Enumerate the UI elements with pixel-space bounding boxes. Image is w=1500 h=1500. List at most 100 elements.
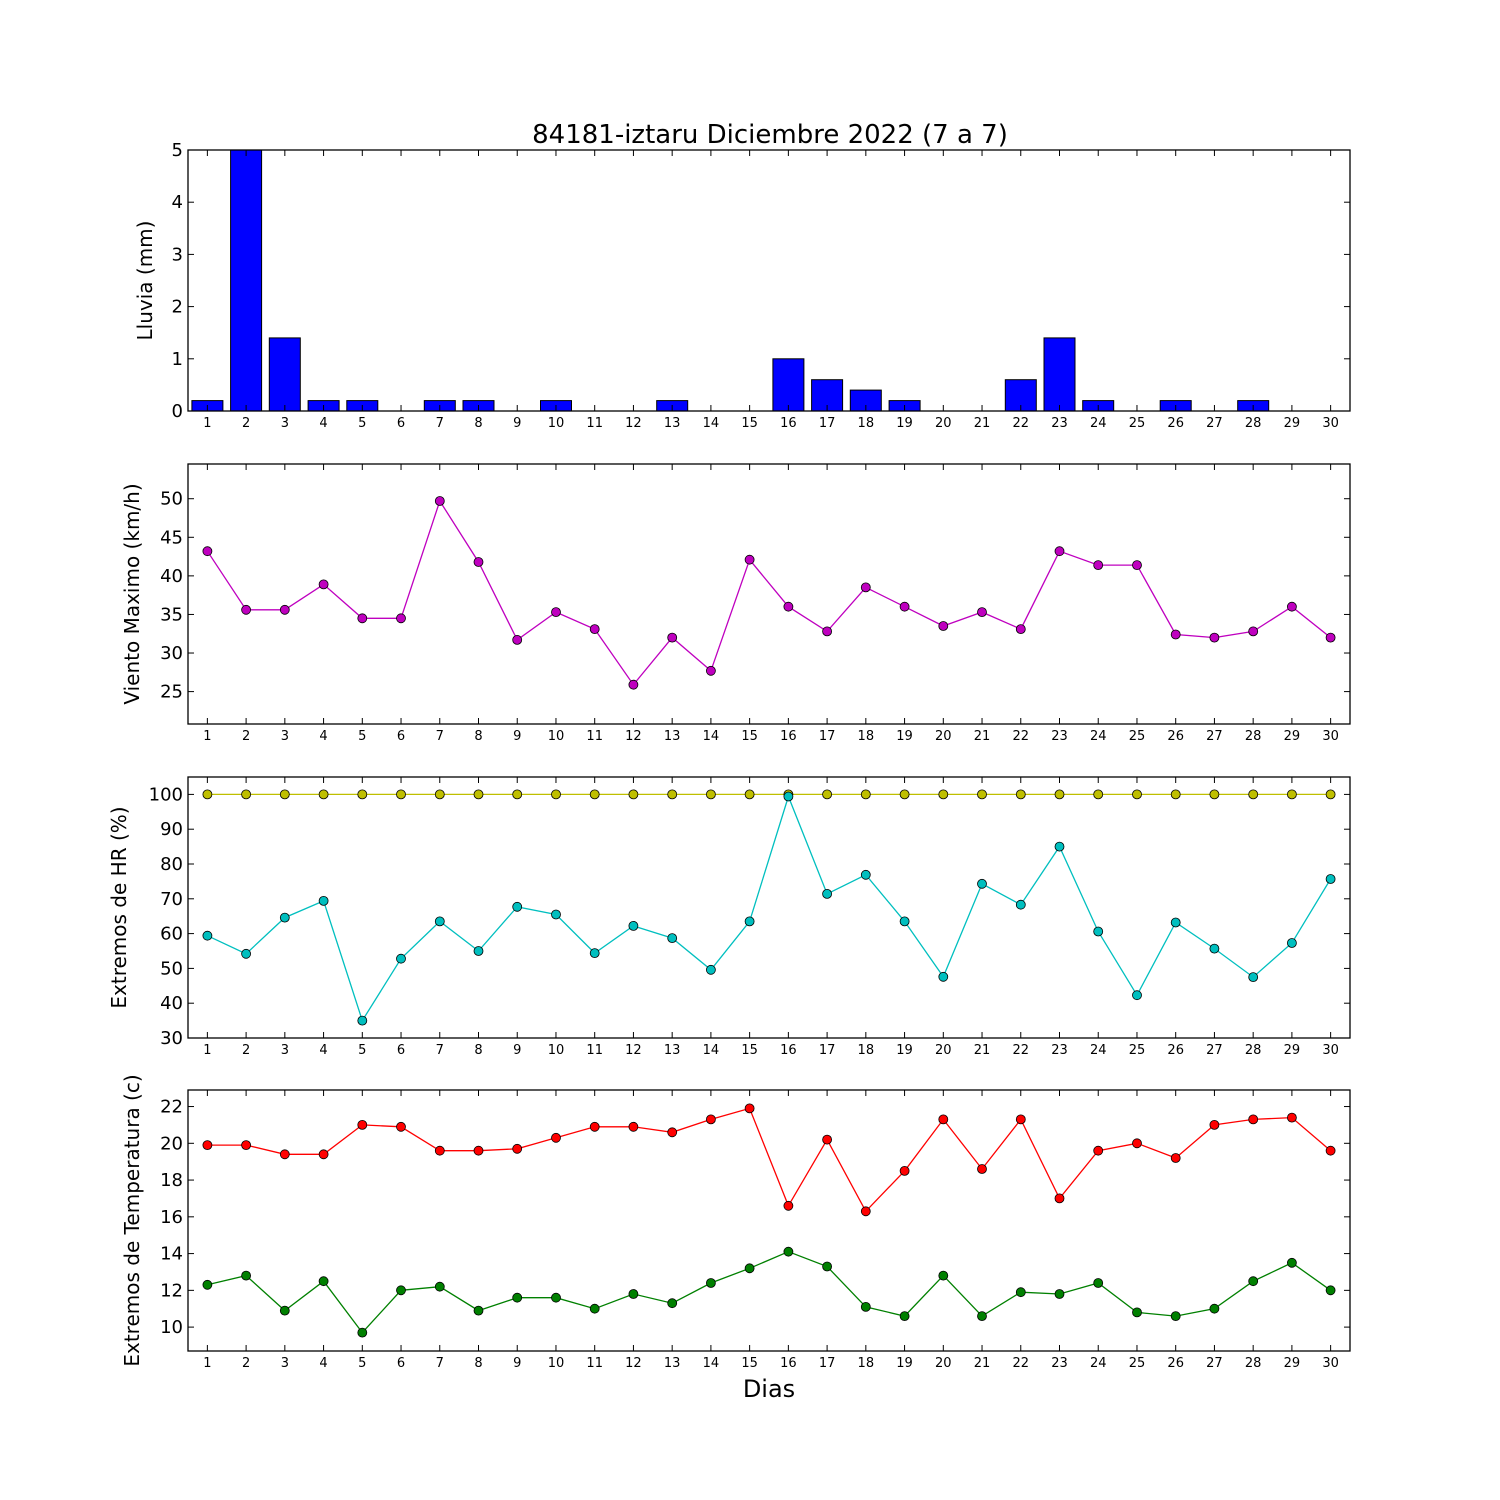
humidity-series-2-point-day-16 (783, 791, 794, 802)
wind-series-1-point-day-9 (512, 635, 523, 645)
temperature-series-1-point-day-9 (512, 1143, 523, 1154)
temperature-ytick-label: 12 (160, 1280, 183, 1301)
temperature-series-2-point-day-4 (318, 1276, 329, 1287)
temperature-xtick-label: 28 (1245, 1356, 1262, 1371)
humidity-ytick-label: 30 (160, 1028, 183, 1049)
temperature-series-2-point-day-8 (473, 1305, 484, 1316)
wind-series-1-point-day-8 (473, 557, 484, 567)
temperature-series-1-point-day-6 (396, 1121, 406, 1132)
humidity-xtick-label: 23 (1051, 1043, 1068, 1058)
wind-xtick-label: 6 (397, 729, 405, 744)
wind-series-1-point-day-11 (589, 624, 600, 634)
temperature-series-1-point-day-2 (241, 1140, 252, 1150)
humidity-xtick-label: 5 (358, 1043, 366, 1058)
humidity-xtick-label: 16 (780, 1043, 797, 1058)
temperature-ylabel: Extremos de Temperatura (c) (120, 1074, 144, 1366)
humidity-series-2-point-day-5 (357, 1015, 368, 1026)
temperature-series-2-point-day-23 (1054, 1289, 1065, 1299)
temperature-ytick-label: 10 (160, 1317, 183, 1338)
humidity-xtick-label: 6 (397, 1043, 405, 1058)
humidity-series-2-point-day-19 (899, 916, 910, 927)
humidity-ytick-label: 40 (160, 993, 183, 1014)
humidity-ytick-label: 90 (160, 819, 183, 840)
temperature-series-1-point-day-14 (706, 1114, 716, 1125)
temperature-series-2-point-day-13 (667, 1298, 678, 1309)
wind-series-1-point-day-4 (318, 579, 329, 590)
temperature-series-1-point-day-26 (1170, 1153, 1181, 1163)
wind-series-1-point-day-18 (860, 582, 871, 593)
wind-xtick-label: 8 (474, 729, 482, 744)
wind-series-1-point-day-25 (1132, 560, 1142, 570)
humidity-xtick-label: 25 (1129, 1043, 1146, 1058)
rain-axes-frame (187, 149, 1351, 412)
humidity-xtick-label: 19 (896, 1043, 913, 1058)
temperature-series-1-line (207, 1107, 1332, 1213)
temperature-xtick-label: 20 (935, 1356, 952, 1371)
humidity-series-2-point-day-10 (551, 909, 561, 920)
temperature-xtick-label: 15 (741, 1356, 758, 1371)
temperature-series-1-point-day-23 (1054, 1193, 1065, 1204)
humidity-series-2-point-day-15 (744, 916, 755, 927)
humidity-series-2-line (207, 794, 1332, 1023)
temperature-series-2-point-day-15 (744, 1263, 755, 1274)
chart-title: 84181-iztaru Diciembre 2022 (7 a 7) (532, 120, 1008, 150)
humidity-series-2-point-day-18 (860, 869, 871, 880)
rain-xtick-label: 15 (741, 416, 758, 431)
rain-xtick-label: 14 (703, 416, 720, 431)
humidity-series-1-point-day-15 (744, 789, 755, 800)
wind-xtick-label: 19 (896, 729, 913, 744)
humidity-series-1-point-day-4 (318, 789, 329, 800)
humidity-xtick-label: 10 (548, 1043, 565, 1058)
temperature-axes-frame (187, 1089, 1351, 1352)
wind-series-1-point-day-26 (1170, 629, 1181, 640)
temperature-xtick-label: 2 (242, 1356, 250, 1371)
humidity-series-1-point-day-11 (589, 789, 600, 800)
temperature-series-2-point-day-18 (860, 1302, 871, 1312)
temperature-series-1-point-day-29 (1287, 1112, 1297, 1123)
wind-xtick-label: 30 (1322, 729, 1339, 744)
temperature-series-2-point-day-6 (396, 1285, 406, 1296)
humidity-series-1-point-day-7 (434, 789, 445, 800)
wind-series-1-point-day-1 (202, 546, 213, 557)
humidity-axes-frame (187, 776, 1351, 1039)
rain-bar-day-23 (1043, 337, 1076, 411)
humidity-xtick-label: 1 (203, 1043, 211, 1058)
wind-ytick-label: 35 (160, 604, 183, 625)
temperature-series-2-point-day-22 (1015, 1287, 1026, 1298)
rain-bar-day-16 (772, 358, 805, 411)
temperature-series-1-point-day-25 (1132, 1138, 1142, 1149)
humidity-series-1-point-day-1 (202, 789, 213, 800)
temperature-ytick-label: 16 (160, 1207, 183, 1228)
temperature-xtick-label: 3 (281, 1356, 289, 1371)
temperature-xtick-label: 14 (703, 1356, 720, 1371)
temperature-series-2-line (207, 1250, 1331, 1334)
wind-series-1-point-day-27 (1209, 632, 1220, 643)
wind-series-1-point-day-14 (706, 665, 716, 676)
temperature-xlabel: Dias (743, 1375, 795, 1403)
temperature-xtick-label: 12 (625, 1356, 642, 1371)
humidity-xtick-label: 12 (625, 1043, 642, 1058)
temperature-xtick-label: 29 (1284, 1356, 1301, 1371)
humidity-series-1-point-day-25 (1132, 789, 1142, 800)
temperature-xtick-label: 24 (1090, 1356, 1107, 1371)
humidity-series-1-point-day-10 (551, 789, 561, 800)
temperature-series-1-point-day-17 (822, 1134, 832, 1145)
temperature-series-2-point-day-1 (202, 1279, 213, 1290)
temperature-series-2-point-day-29 (1287, 1257, 1297, 1268)
wind-series-1-point-day-30 (1325, 632, 1336, 643)
wind-ytick-label: 25 (160, 682, 183, 703)
temperature-series-1-point-day-15 (744, 1103, 755, 1114)
humidity-xtick-label: 2 (242, 1043, 250, 1058)
rain-ytick-label: 1 (172, 349, 183, 370)
wind-xtick-label: 10 (548, 729, 565, 744)
wind-series-1-line (206, 499, 1332, 686)
temperature-xtick-label: 13 (664, 1356, 681, 1371)
humidity-series-1-point-day-20 (938, 789, 949, 800)
rain-xtick-label: 13 (664, 416, 681, 431)
temperature-xtick-label: 6 (397, 1356, 405, 1371)
humidity-xtick-label: 14 (703, 1043, 720, 1058)
humidity-series-1-point-day-26 (1170, 789, 1181, 800)
